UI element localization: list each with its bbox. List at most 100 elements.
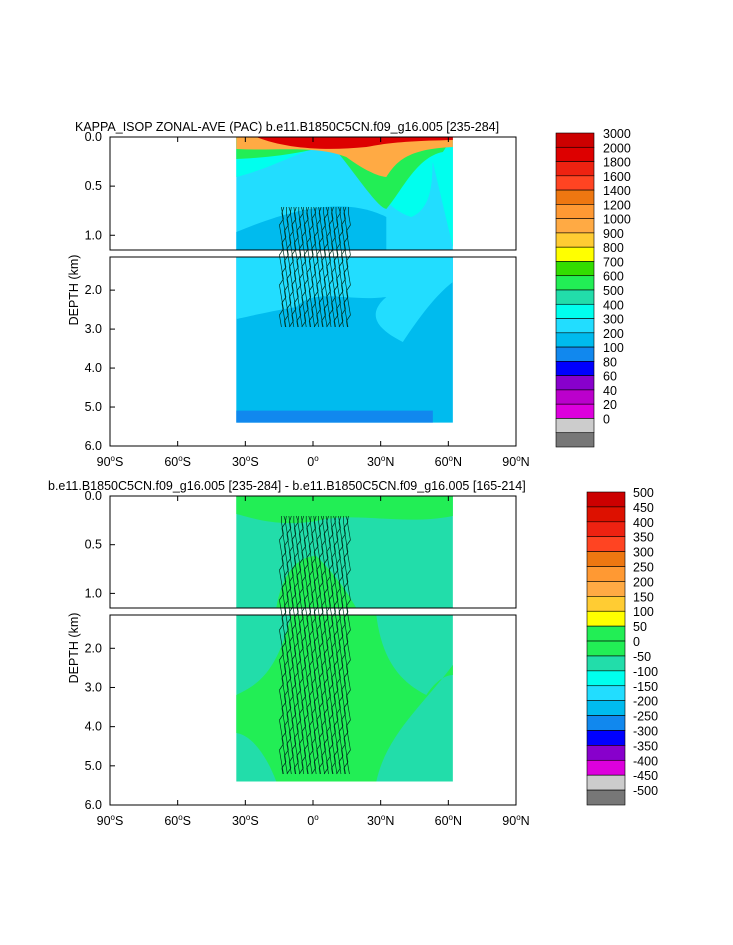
contour-line xyxy=(326,206,331,328)
colorbar-label: 250 xyxy=(633,561,654,575)
y-tick-label: 6.0 xyxy=(85,439,102,453)
y-tick-label: 0.5 xyxy=(85,179,102,193)
colorbar-label: 0 xyxy=(603,412,610,426)
colorbar-swatch xyxy=(586,536,626,552)
colorbar-swatch xyxy=(555,289,595,305)
contour-line xyxy=(343,206,349,328)
colorbar-swatch xyxy=(586,625,626,642)
contour-field xyxy=(236,137,453,423)
colorbar-swatch xyxy=(555,303,595,319)
colorbar-swatch xyxy=(586,640,626,657)
contour-line xyxy=(298,206,304,328)
colorbar-label: -50 xyxy=(633,650,651,664)
colorbar-label: 2000 xyxy=(603,141,631,155)
colorbar-label: 1600 xyxy=(603,170,631,184)
field-upper-50 xyxy=(236,496,453,524)
colorbar-swatch xyxy=(586,745,626,761)
x-tick-label: 60oN xyxy=(435,813,462,828)
x-tick-label: 30oS xyxy=(232,454,259,469)
contour-line xyxy=(336,206,341,328)
contour-line xyxy=(279,206,284,328)
y-tick-label: 0.0 xyxy=(85,489,102,503)
contour-field xyxy=(236,496,453,782)
colorbar-label: 150 xyxy=(633,590,654,604)
colorbar-swatch xyxy=(586,670,626,687)
colorbar-swatch xyxy=(586,566,626,582)
colorbar-swatch xyxy=(555,389,595,405)
contour-line xyxy=(331,206,336,328)
contour-line xyxy=(284,515,289,775)
contour-line xyxy=(301,206,307,328)
x-tick-label: 90oN xyxy=(502,454,529,469)
colorbar-swatch xyxy=(586,700,626,716)
contour-line xyxy=(318,206,324,328)
x-tick-label: 30oN xyxy=(367,454,394,469)
colorbar-swatch xyxy=(586,521,626,538)
colorbar-label: 1200 xyxy=(603,198,631,212)
colorbar-swatch xyxy=(555,432,595,448)
colorbar-swatch xyxy=(586,715,626,731)
colorbar-label: 50 xyxy=(633,620,647,634)
colorbar-label: 200 xyxy=(633,575,654,589)
colorbar-label: -150 xyxy=(633,680,658,694)
contour-line xyxy=(281,206,287,328)
x-tick-label: 0o xyxy=(307,813,319,828)
colorbar-swatch xyxy=(586,581,626,597)
contour-line xyxy=(296,515,302,775)
colorbar-label: 20 xyxy=(603,398,617,412)
colorbar-label: 1400 xyxy=(603,184,631,198)
contour-line xyxy=(333,515,339,775)
contour-line xyxy=(316,516,322,775)
colorbar-swatch xyxy=(586,506,626,523)
colorbar-label: 700 xyxy=(603,255,624,269)
colorbar-label: 200 xyxy=(603,327,624,341)
contour-line xyxy=(331,515,336,775)
contour-line xyxy=(286,206,292,328)
contour-line xyxy=(338,515,344,775)
x-tick-label: 90oN xyxy=(502,813,529,828)
colorbar-label: 300 xyxy=(603,313,624,327)
colorbar-swatch xyxy=(555,418,595,434)
contour-line xyxy=(296,207,302,328)
contour-line xyxy=(328,206,334,328)
colorbar-swatch xyxy=(586,730,626,746)
y-tick-label: 6.0 xyxy=(85,798,102,812)
contour-line xyxy=(313,206,319,328)
contour-line xyxy=(316,206,322,328)
contour-line xyxy=(311,206,317,328)
colorbar-label: -350 xyxy=(633,739,658,753)
colorbar-swatch xyxy=(586,610,626,627)
colorbar-swatch xyxy=(555,175,595,191)
colorbar-swatch xyxy=(555,161,595,177)
colorbar-label: 500 xyxy=(633,486,654,500)
y-tick-label: 0.5 xyxy=(85,538,102,552)
contour-line xyxy=(291,516,297,775)
colorbar-label: 900 xyxy=(603,227,624,241)
x-tick-label: 60oS xyxy=(164,454,191,469)
y-tick-label: 4.0 xyxy=(85,361,102,375)
colorbar-label: -450 xyxy=(633,769,658,783)
colorbar-label: -200 xyxy=(633,695,658,709)
contour-line xyxy=(301,515,307,775)
colorbar-swatch xyxy=(555,146,595,162)
colorbar: 3000200018001600140012001000900800700600… xyxy=(555,127,631,448)
x-tick-label: 0o xyxy=(307,454,319,469)
y-tick-label: 1.0 xyxy=(85,586,102,600)
colorbar-swatch xyxy=(555,332,595,348)
colorbar-label: 100 xyxy=(633,605,654,619)
colorbar-label: -400 xyxy=(633,754,658,768)
y-axis-label: DEPTH (km) xyxy=(67,613,81,684)
contour-line xyxy=(303,516,309,775)
contour-line xyxy=(346,515,351,775)
colorbar-label: -100 xyxy=(633,665,658,679)
contour-line xyxy=(308,207,314,328)
colorbar-label: 400 xyxy=(633,516,654,530)
x-tick-label: 30oN xyxy=(367,813,394,828)
contour-line xyxy=(338,206,344,328)
chart-panel-1: KAPPA_ISOP ZONAL-AVE (PAC) b.e11.B1850C5… xyxy=(67,120,631,469)
colorbar-swatch xyxy=(555,189,595,205)
contour-line xyxy=(288,515,294,775)
contour-line xyxy=(328,516,334,775)
contour-line xyxy=(291,206,297,328)
